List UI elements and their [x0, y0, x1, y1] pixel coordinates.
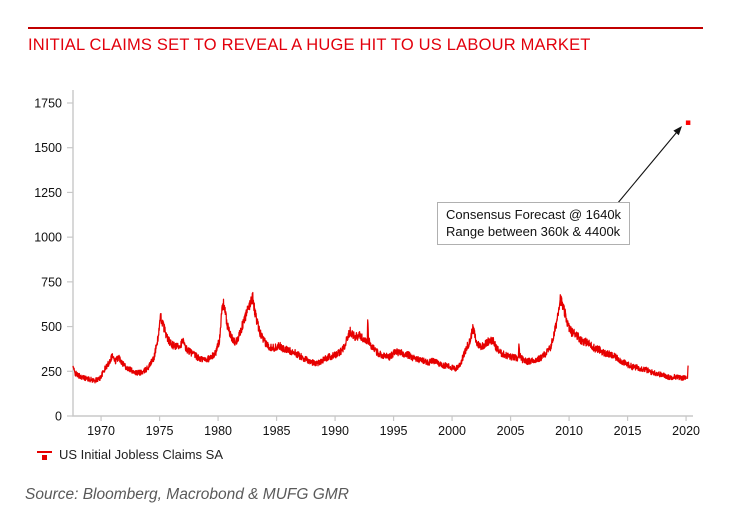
legend-line-glyph — [37, 451, 52, 453]
y-tick-label: 500 — [41, 320, 62, 334]
forecast-arrow — [616, 132, 677, 205]
forecast-point — [685, 120, 691, 125]
x-tick-label: 1990 — [321, 424, 349, 438]
series-marker-icon — [37, 449, 52, 461]
title-rule — [28, 27, 703, 29]
x-tick-label: 2010 — [555, 424, 583, 438]
y-tick-label: 1500 — [34, 141, 62, 155]
annotation-line-2: Range between 360k & 4400k — [446, 224, 621, 239]
x-tick-label: 2015 — [614, 424, 642, 438]
y-tick-label: 750 — [41, 275, 62, 289]
forecast-annotation: Consensus Forecast @ 1640k Range between… — [437, 202, 631, 245]
x-tick-label: 2005 — [497, 424, 525, 438]
source-note: Source: Bloomberg, Macrobond & MUFG GMR — [25, 486, 349, 503]
y-tick-label: 1000 — [34, 231, 62, 245]
chart-legend: US Initial Jobless Claims SA — [37, 446, 223, 464]
y-tick-label: 250 — [41, 365, 62, 379]
legend-square-glyph — [42, 455, 47, 460]
legend-label: US Initial Jobless Claims SA — [59, 447, 223, 462]
forecast-arrowhead — [673, 126, 682, 136]
x-tick-label: 1970 — [87, 424, 115, 438]
claims-series-line — [72, 291, 689, 384]
page-title: INITIAL CLAIMS SET TO REVEAL A HUGE HIT … — [28, 36, 591, 54]
x-tick-label: 1975 — [146, 424, 174, 438]
x-tick-label: 2020 — [672, 424, 700, 438]
y-tick-label: 1750 — [34, 97, 62, 111]
y-tick-label: 1250 — [34, 186, 62, 200]
y-tick-label: 0 — [55, 410, 62, 424]
x-tick-label: 1985 — [263, 424, 291, 438]
annotation-line-1: Consensus Forecast @ 1640k — [446, 207, 622, 222]
x-tick-label: 2000 — [438, 424, 466, 438]
axis-lines — [72, 90, 693, 417]
x-tick-label: 1980 — [204, 424, 232, 438]
x-tick-label: 1995 — [380, 424, 408, 438]
